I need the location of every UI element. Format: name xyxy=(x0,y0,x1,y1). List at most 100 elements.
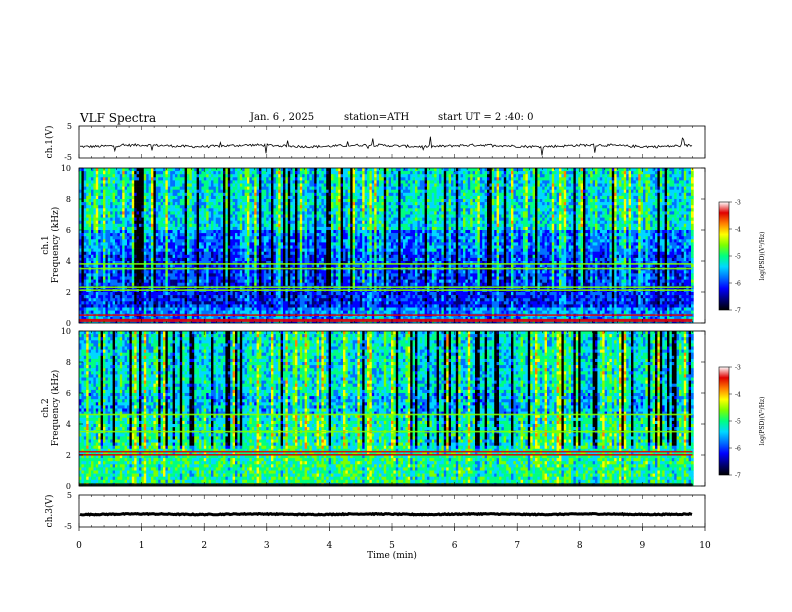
spectrogram-cell xyxy=(407,208,411,212)
spectrogram-cell xyxy=(244,202,248,206)
spectrogram-cell xyxy=(549,177,553,181)
spectrogram-cell xyxy=(592,199,596,203)
spectrogram-cell xyxy=(287,189,291,194)
spectrogram-cell xyxy=(460,186,464,190)
spectrogram-cell xyxy=(139,211,142,215)
spectrogram-cell xyxy=(376,195,380,200)
spectrogram-cell xyxy=(189,199,193,203)
spectrogram-cell xyxy=(559,214,562,218)
spectrogram-cell xyxy=(244,168,248,172)
spectrogram-cell xyxy=(667,174,670,178)
spectrogram-cell xyxy=(571,174,574,178)
spectrogram-cell xyxy=(242,217,245,221)
spectrogram-cell xyxy=(206,195,209,200)
spectrogram-cell xyxy=(477,189,481,194)
spectrogram-cell xyxy=(211,220,214,225)
spectrogram-cell xyxy=(578,220,581,225)
spectrogram-cell xyxy=(549,171,553,175)
spectrogram-cell xyxy=(587,220,591,225)
spectrogram-cell xyxy=(112,174,116,178)
spectrogram-cell xyxy=(117,183,121,187)
spectrogram-cell xyxy=(196,174,200,178)
spectrogram-cell xyxy=(465,183,469,187)
spectrogram-cell xyxy=(321,214,325,218)
spectrogram-cell xyxy=(304,171,308,175)
spectrogram-cell xyxy=(266,183,269,187)
spectrogram-cell xyxy=(530,214,533,218)
spectrogram-cell xyxy=(326,211,329,215)
spectrogram-cell xyxy=(235,208,238,212)
spectrogram-cell xyxy=(172,205,176,209)
spectrogram-cell xyxy=(167,174,171,178)
spectrogram-cell xyxy=(446,202,449,206)
spectrogram-cell xyxy=(251,174,255,178)
spectrogram-cell xyxy=(184,186,188,190)
spectrogram-cell xyxy=(295,177,298,181)
spectrogram-cell xyxy=(263,208,267,212)
spectrogram-cell xyxy=(595,205,598,209)
spectrogram-cell xyxy=(316,205,320,209)
spectrogram-cell xyxy=(669,195,673,200)
spectrogram-cell xyxy=(513,177,517,181)
spectrogram-cell xyxy=(290,208,293,212)
spectrogram-cell xyxy=(410,211,413,215)
spectrogram-cell xyxy=(446,211,449,215)
spectrogram-cell xyxy=(127,217,130,221)
spectrogram-cell xyxy=(369,208,373,212)
spectrogram-cell xyxy=(583,180,586,184)
spectrogram-cell xyxy=(201,214,205,218)
spectrogram-cell xyxy=(213,183,217,187)
spectrogram-cell xyxy=(201,168,205,172)
spectrogram-cell xyxy=(551,177,555,181)
spectrogram-cell xyxy=(355,211,358,215)
spectrogram-cell xyxy=(307,217,310,221)
spectrogram-cell xyxy=(350,223,353,228)
spectrogram-cell xyxy=(659,195,663,200)
spectrogram-cell xyxy=(237,195,241,200)
spectrogram-cell xyxy=(662,183,665,187)
spectrogram-cell xyxy=(307,223,310,228)
spectrogram-cell xyxy=(107,195,111,200)
spectrogram-cell xyxy=(163,208,166,212)
spectrogram-cell xyxy=(110,226,113,231)
spectrogram-cell xyxy=(343,214,346,218)
spectrogram-cell xyxy=(436,180,440,184)
spectrogram-cell xyxy=(119,183,123,187)
spectrogram-cell xyxy=(527,192,531,197)
spectrogram-cell xyxy=(628,202,632,206)
spectrogram-cell xyxy=(563,220,567,225)
spectrogram-cell xyxy=(319,205,322,209)
spectrogram-cell xyxy=(415,205,418,209)
spectrogram-cell xyxy=(350,189,353,194)
spectrogram-cell xyxy=(184,217,188,221)
spectrogram-cell xyxy=(623,220,627,225)
spectrogram-cell xyxy=(475,211,478,215)
spectrogram-cell xyxy=(616,195,620,200)
spectrogram-cell xyxy=(107,211,111,215)
spectrogram-cell xyxy=(117,226,121,231)
spectrogram-cell xyxy=(146,186,149,190)
spectrogram-cell xyxy=(551,214,555,218)
spectrogram-cell xyxy=(688,168,692,172)
spectrogram-cell xyxy=(297,223,301,228)
spectrogram-cell xyxy=(633,205,637,209)
spectrogram-cell xyxy=(223,208,226,212)
spectrogram-cell xyxy=(676,189,680,194)
spectrogram-cell xyxy=(527,186,531,190)
spectrogram-cell xyxy=(141,177,145,181)
spectrogram-cell xyxy=(249,211,253,215)
spectrogram-cell xyxy=(470,192,473,197)
spectrogram-cell xyxy=(251,223,255,228)
spectrogram-cell xyxy=(290,223,293,228)
spectrogram-cell xyxy=(662,217,665,221)
spectrogram-cell xyxy=(597,171,601,175)
spectrogram-cell xyxy=(434,202,437,206)
spectrogram-cell xyxy=(441,220,445,225)
spectrogram-cell xyxy=(196,202,200,206)
spectrogram-cell xyxy=(441,223,445,228)
spectrogram-cell xyxy=(535,211,538,215)
spectrogram-cell xyxy=(681,186,685,190)
spectrogram-cell xyxy=(539,202,543,206)
spectrogram-cell xyxy=(659,168,663,172)
spectrogram-cell xyxy=(364,214,368,218)
